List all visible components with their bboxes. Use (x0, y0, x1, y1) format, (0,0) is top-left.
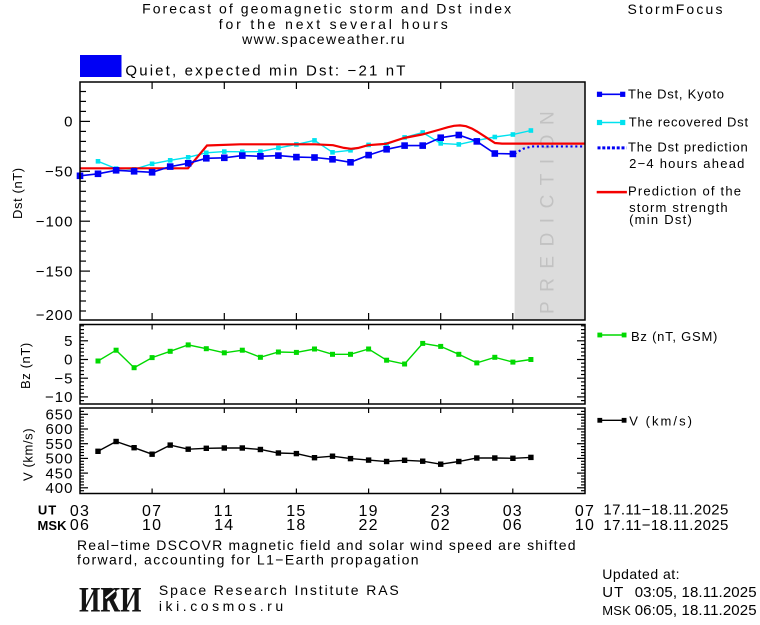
svg-text:400: 400 (45, 480, 73, 497)
svg-text:17.11−18.11.2025: 17.11−18.11.2025 (603, 502, 728, 519)
svg-text:19: 19 (358, 503, 378, 520)
svg-text:Real−time DSCOVR magnetic fiel: Real−time DSCOVR magnetic field and sola… (77, 537, 577, 553)
svg-text:10: 10 (142, 517, 162, 534)
svg-text:18: 18 (286, 517, 306, 534)
svg-text:2−4 hours ahead: 2−4 hours ahead (629, 156, 746, 171)
svg-text:The Dst prediction: The Dst prediction (628, 140, 749, 155)
svg-text:V (km/s): V (km/s) (21, 428, 36, 481)
svg-text:storm strength: storm strength (629, 200, 729, 215)
svg-text:14: 14 (214, 517, 234, 534)
svg-text:MSK: MSK (38, 518, 68, 533)
svg-text:(min Dst): (min Dst) (629, 212, 693, 227)
svg-text:StormFocus: StormFocus (628, 1, 725, 17)
svg-text:03:05, 18.11.2025: 03:05, 18.11.2025 (635, 584, 757, 601)
svg-text:for the next several hours: for the next several hours (219, 16, 451, 32)
svg-text:Updated at:: Updated at: (602, 566, 680, 582)
svg-text:Space Research Institute RAS: Space Research Institute RAS (159, 582, 401, 598)
svg-text:PREDICTION: PREDICTION (538, 102, 559, 314)
svg-text:Prediction of the: Prediction of the (628, 183, 742, 198)
svg-text:www.spaceweather.ru: www.spaceweather.ru (241, 31, 406, 47)
svg-text:06:05, 18.11.2025: 06:05, 18.11.2025 (635, 602, 757, 619)
svg-text:−10: −10 (45, 389, 73, 406)
svg-text:Bz (nT, GSM): Bz (nT, GSM) (631, 329, 718, 344)
svg-text:V (km/s): V (km/s) (629, 414, 694, 429)
svg-text:Forecast of geomagnetic storm: Forecast of geomagnetic storm and Dst in… (142, 1, 513, 17)
svg-text:5: 5 (64, 333, 73, 350)
svg-text:06: 06 (503, 517, 523, 534)
svg-text:07: 07 (142, 503, 162, 520)
svg-text:Dst (nT): Dst (nT) (10, 167, 25, 219)
svg-text:0: 0 (64, 352, 73, 369)
svg-text:10: 10 (575, 517, 595, 534)
svg-text:−50: −50 (45, 164, 73, 181)
svg-text:07: 07 (575, 503, 595, 520)
svg-text:Bz (nT): Bz (nT) (18, 342, 33, 389)
svg-text:06: 06 (70, 517, 90, 534)
svg-text:The recovered Dst: The recovered Dst (629, 115, 749, 130)
svg-text:−5: −5 (54, 370, 73, 387)
svg-text:iki.cosmos.ru: iki.cosmos.ru (159, 598, 287, 614)
svg-text:−150: −150 (36, 263, 74, 280)
svg-text:02: 02 (431, 517, 451, 534)
svg-text:The Dst, Kyoto: The Dst, Kyoto (628, 87, 725, 102)
svg-text:03: 03 (503, 503, 523, 520)
svg-text:MSK: MSK (602, 603, 631, 618)
svg-text:550: 550 (45, 436, 73, 453)
svg-text:450: 450 (45, 465, 73, 482)
svg-text:−100: −100 (36, 213, 74, 230)
svg-text:650: 650 (45, 407, 73, 424)
svg-text:500: 500 (45, 451, 73, 468)
svg-text:Quiet, expected min Dst: −21 n: Quiet, expected min Dst: −21 nT (125, 63, 407, 80)
svg-text:UT: UT (38, 503, 57, 518)
svg-text:600: 600 (45, 421, 73, 438)
svg-text:UT: UT (602, 584, 624, 601)
svg-text:22: 22 (358, 517, 378, 534)
svg-text:forward, accounting for L1−Ear: forward, accounting for L1−Earth propaga… (77, 551, 420, 567)
svg-text:11: 11 (214, 503, 235, 520)
svg-text:0: 0 (64, 114, 73, 131)
svg-text:−200: −200 (36, 307, 74, 324)
svg-text:17.11−18.11.2025: 17.11−18.11.2025 (603, 517, 728, 534)
svg-text:15: 15 (286, 503, 306, 520)
svg-text:03: 03 (70, 503, 90, 520)
svg-text:23: 23 (431, 503, 451, 520)
